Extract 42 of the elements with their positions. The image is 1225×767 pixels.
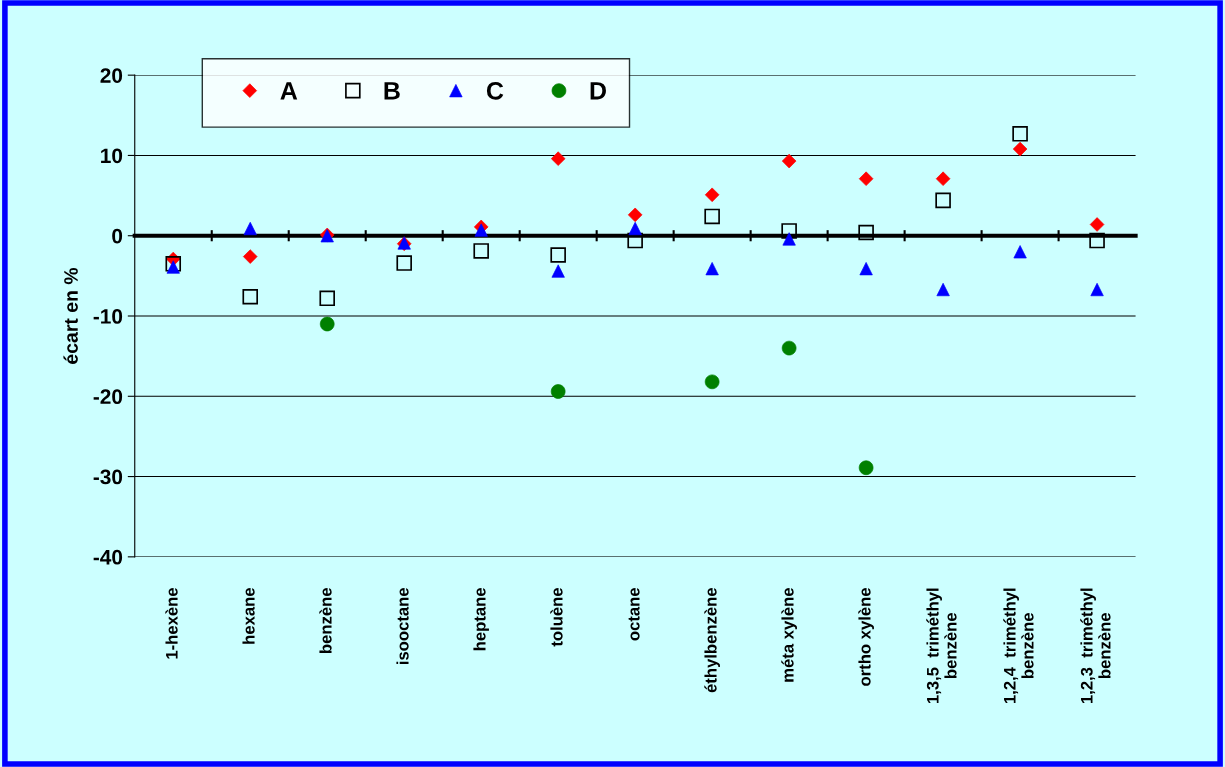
y-tick-label: 0 <box>112 228 123 244</box>
legend-label: D <box>590 82 606 100</box>
y-tick-label: -10 <box>93 309 123 324</box>
x-tick-label: 1-hexène <box>165 587 178 659</box>
x-tick-label: 1,2,3 triméthyl benzène <box>1080 588 1111 704</box>
x-tick-label: 1,2,4 triméthyl benzène <box>1003 588 1034 704</box>
y-tick-label: -20 <box>93 389 123 405</box>
x-tick-label: octane <box>628 587 640 641</box>
x-tick-label: méta xylène <box>781 587 797 682</box>
point <box>627 232 643 249</box>
point <box>473 243 489 259</box>
y-tick-label: -40 <box>93 549 123 565</box>
x-tick-label: benzène <box>319 587 332 653</box>
point <box>858 224 874 241</box>
point <box>704 208 720 225</box>
point <box>936 282 950 297</box>
x-tick-label: heptane <box>473 587 489 651</box>
x-tick-label: éthylbenzène <box>704 587 720 693</box>
point <box>165 256 182 272</box>
x-tick-label: isooctane <box>396 587 409 665</box>
y-axis-title: écart en % <box>63 267 78 364</box>
point <box>319 290 335 307</box>
point <box>396 255 412 271</box>
y-tick-label: -30 <box>93 469 123 485</box>
x-tick-label: ortho xylène <box>858 587 874 686</box>
legend-label: C <box>486 81 504 100</box>
point <box>1090 282 1104 297</box>
point <box>781 223 797 239</box>
x-tick-label: hexane <box>242 587 255 644</box>
point <box>550 247 566 263</box>
point <box>858 171 874 186</box>
point <box>550 151 566 166</box>
y-tick-label: 20 <box>100 68 123 83</box>
point <box>1012 125 1028 142</box>
x-tick-label: toluène <box>550 587 563 647</box>
legend-label: A <box>280 82 298 100</box>
point <box>242 288 259 305</box>
x-tick-label: 1,3,5 triméthyl benzène <box>926 588 957 704</box>
point <box>1089 232 1105 249</box>
y-tick-label: 10 <box>101 148 123 164</box>
legend-label: B <box>384 82 400 100</box>
point <box>935 192 951 209</box>
